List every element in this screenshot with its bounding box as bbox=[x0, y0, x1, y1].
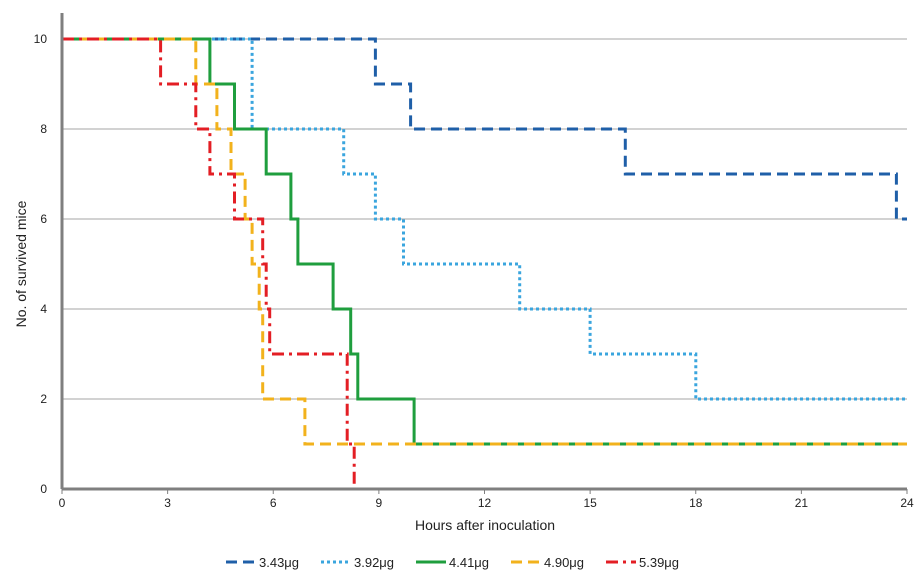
y-tick-label-10: 10 bbox=[34, 32, 48, 46]
x-tick-label-0: 0 bbox=[59, 496, 66, 510]
y-tick-label-4: 4 bbox=[40, 302, 47, 316]
x-tick-label-21: 21 bbox=[795, 496, 809, 510]
y-tick-label-2: 2 bbox=[40, 392, 47, 406]
x-tick-label-15: 15 bbox=[583, 496, 597, 510]
y-tick-label-0: 0 bbox=[40, 482, 47, 496]
series-line-3 bbox=[62, 39, 907, 444]
x-tick-label-18: 18 bbox=[689, 496, 703, 510]
series-layer bbox=[62, 39, 907, 489]
legend-label-2: 3.92μg bbox=[354, 555, 394, 570]
axes bbox=[62, 13, 907, 494]
x-axis-label: Hours after inoculation bbox=[415, 517, 555, 533]
legend: 3.43μg 3.92μg 4.41μg 4.90μg 5.39μg bbox=[226, 555, 679, 570]
series-line-5 bbox=[62, 39, 907, 489]
legend-label-4: 4.90μg bbox=[544, 555, 584, 570]
legend-label-3: 4.41μg bbox=[449, 555, 489, 570]
series-line-4 bbox=[62, 39, 907, 444]
x-tick-label-3: 3 bbox=[164, 496, 171, 510]
gridlines bbox=[62, 39, 907, 399]
y-tick-label-8: 8 bbox=[40, 122, 47, 136]
y-tick-label-6: 6 bbox=[40, 212, 47, 226]
y-axis-label: No. of survived mice bbox=[13, 200, 29, 327]
x-tick-label-12: 12 bbox=[478, 496, 492, 510]
legend-label-1: 3.43μg bbox=[259, 555, 299, 570]
x-tick-label-24: 24 bbox=[900, 496, 914, 510]
x-tick-label-9: 9 bbox=[376, 496, 383, 510]
legend-label-5: 5.39μg bbox=[639, 555, 679, 570]
x-tick-label-6: 6 bbox=[270, 496, 277, 510]
